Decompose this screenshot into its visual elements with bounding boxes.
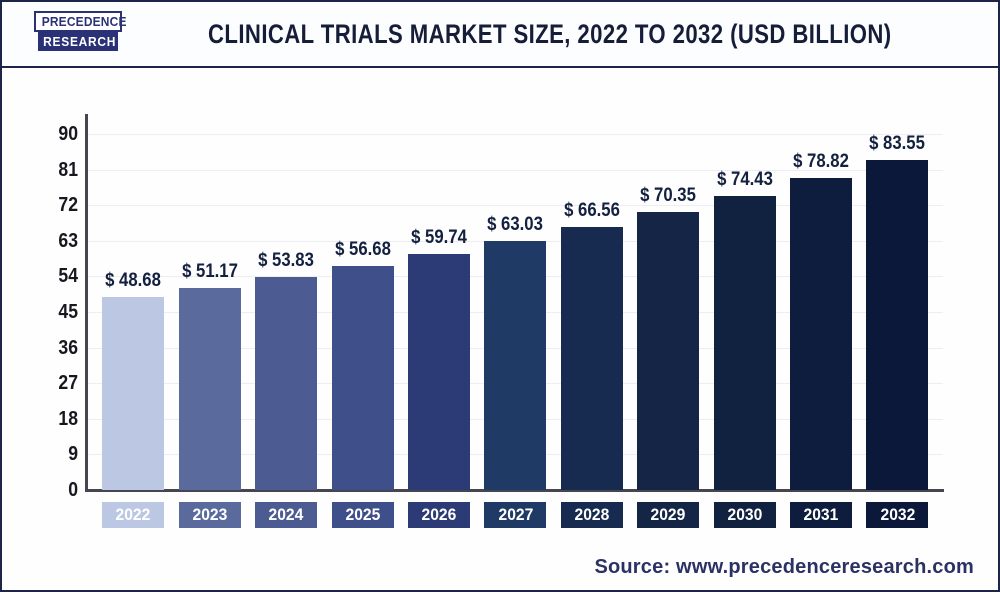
bar-2028: $ 66.56 <box>560 200 623 490</box>
bar-value-label: $ 63.03 <box>487 213 544 235</box>
y-tick-label: 54 <box>58 265 78 288</box>
bar-2022: $ 48.68 <box>102 270 165 490</box>
y-tick-label: 81 <box>58 158 78 181</box>
bar-value-label: $ 70.35 <box>640 184 697 206</box>
bar-value-label: $ 56.68 <box>334 238 391 260</box>
x-category-label-2030: 2030 <box>713 502 776 528</box>
bar-2027: $ 63.03 <box>484 214 547 490</box>
x-category-label-2026: 2026 <box>408 502 471 528</box>
y-tick-label: 90 <box>58 123 78 145</box>
bars-container: $ 48.68 $ 51.17 $ 53.83 $ 56.68 $ 59.74 $ 63.… <box>88 133 943 490</box>
bar-value-label: $ 53.83 <box>258 250 315 272</box>
x-axis-category-labels: 2022 2023 2024 2025 2026 2027 2028 2029 2030 2031… <box>88 502 943 528</box>
x-category-label-2031: 2031 <box>790 502 853 528</box>
y-tick-label: 72 <box>58 194 78 217</box>
header: PRECEDENCE RESEARCH CLINICAL TRIALS MARK… <box>2 2 998 68</box>
logo-line1: PRECEDENCE <box>34 11 126 32</box>
x-category-label-2028: 2028 <box>560 502 623 528</box>
bar-value-label: $ 59.74 <box>411 226 467 248</box>
bar-2024: $ 53.83 <box>255 250 318 490</box>
gridline <box>88 169 943 171</box>
bar-chart: 0 9 18 27 36 45 54 63 72 81 90 $ 48.68 $ 51.17 $ 53.… <box>2 68 998 590</box>
y-tick-label: 27 <box>58 372 78 395</box>
bar-value-label: $ 78.82 <box>793 151 849 173</box>
precedence-research-logo: PRECEDENCE RESEARCH <box>34 11 126 51</box>
title-wrap: CLINICAL TRIALS MARKET SIZE, 2022 TO 203… <box>132 2 968 66</box>
bar-value-label: $ 51.17 <box>181 260 238 282</box>
y-axis-line <box>85 114 88 492</box>
bar-value-label: $ 74.43 <box>716 168 773 190</box>
x-category-label-2024: 2024 <box>255 502 318 528</box>
x-category-label-2022: 2022 <box>102 502 165 528</box>
y-tick-label: 45 <box>58 301 78 323</box>
bar-value-label: $ 48.68 <box>105 270 162 292</box>
bar-2025: $ 56.68 <box>331 239 394 490</box>
x-category-label-2029: 2029 <box>637 502 700 528</box>
logo-line2: RESEARCH <box>38 32 118 51</box>
bar-2031: $ 78.82 <box>790 151 853 490</box>
gridline <box>88 205 943 207</box>
x-category-label-2025: 2025 <box>331 502 394 528</box>
gridline <box>88 134 943 135</box>
y-tick-label: 36 <box>58 336 78 359</box>
bar-2023: $ 51.17 <box>178 261 241 490</box>
x-category-label-2032: 2032 <box>866 502 929 528</box>
y-tick-label: 0 <box>68 479 78 501</box>
y-tick-label: 9 <box>68 443 78 466</box>
bar-2030: $ 74.43 <box>713 169 776 490</box>
bar-2029: $ 70.35 <box>637 185 700 490</box>
bar-2026: $ 59.74 <box>408 227 471 490</box>
x-axis-line <box>85 489 944 492</box>
x-category-label-2023: 2023 <box>178 502 241 528</box>
source-text: Source: www.precedenceresearch.com <box>594 556 974 578</box>
bar-value-label: $ 83.55 <box>869 132 926 154</box>
bar-value-label: $ 66.56 <box>563 199 620 221</box>
y-tick-label: 18 <box>58 407 78 430</box>
y-tick-label: 63 <box>58 229 78 252</box>
x-category-label-2027: 2027 <box>484 502 547 528</box>
page-title: CLINICAL TRIALS MARKET SIZE, 2022 TO 203… <box>208 18 892 49</box>
bar-2032: $ 83.55 <box>866 133 929 490</box>
